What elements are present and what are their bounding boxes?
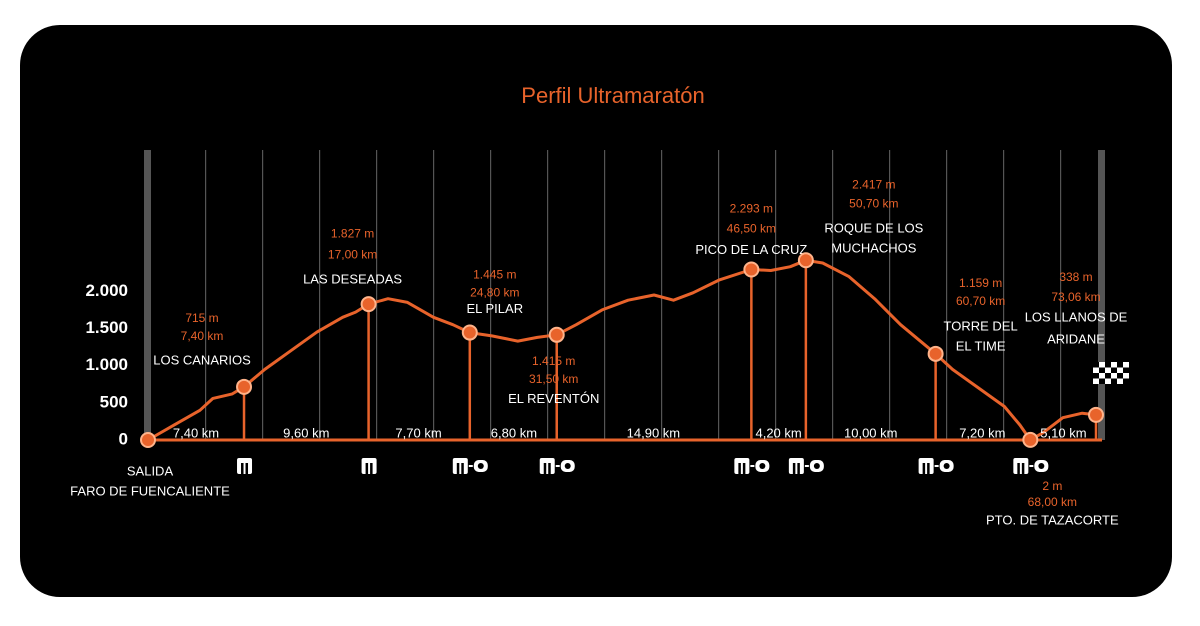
right-bar bbox=[1098, 150, 1105, 440]
segment-label: 5,10 km bbox=[1040, 425, 1086, 440]
waypoint-elevation-label: 2.417 m bbox=[852, 177, 895, 191]
segment-label: 4,20 km bbox=[755, 425, 801, 440]
segment-label: 6,80 km bbox=[491, 425, 537, 440]
waypoint-elevation-label: 1.445 m bbox=[473, 268, 516, 282]
waypoint-marker bbox=[548, 326, 565, 343]
chart-title: Perfil Ultramaratón bbox=[521, 83, 704, 108]
segment-label: 7,20 km bbox=[959, 425, 1005, 440]
waypoint-km-label: 50,70 km bbox=[849, 196, 898, 210]
waypoint-name: SALIDA bbox=[127, 463, 174, 478]
waypoint-marker bbox=[140, 432, 156, 448]
waypoint-name: MUCHACHOS bbox=[831, 241, 917, 256]
waypoint-elevation-label: 715 m bbox=[185, 311, 218, 325]
waypoint-name: PTO. DE TAZACORTE bbox=[986, 512, 1119, 527]
waypoint-name: ROQUE DE LOS bbox=[824, 221, 923, 236]
waypoint-km-label: 7,40 km bbox=[181, 329, 224, 343]
y-tick-label: 2.000 bbox=[85, 281, 128, 300]
waypoint-icon bbox=[237, 458, 253, 474]
waypoint-icon bbox=[361, 458, 377, 474]
grid-pattern bbox=[148, 150, 1100, 440]
waypoint-name: TORRE DEL bbox=[944, 318, 1018, 333]
waypoint-marker bbox=[927, 345, 944, 362]
segment-label: 9,60 km bbox=[283, 425, 329, 440]
waypoint-icon bbox=[1013, 458, 1049, 474]
waypoint-icon bbox=[734, 458, 770, 474]
waypoint-km-label: 60,70 km bbox=[956, 294, 1005, 308]
waypoint-elevation-label: 2.293 m bbox=[730, 202, 773, 216]
waypoint-elevation-label: 2 m bbox=[1042, 479, 1062, 493]
waypoint-name: FARO DE FUENCALIENTE bbox=[70, 483, 230, 498]
waypoint-name: LOS CANARIOS bbox=[153, 352, 251, 367]
waypoint-km-label: 24,80 km bbox=[470, 286, 519, 300]
waypoint-icon bbox=[918, 458, 954, 474]
waypoint-name: PICO DE LA CRUZ bbox=[695, 242, 807, 257]
waypoint-name: LOS LLANOS DE bbox=[1025, 309, 1128, 324]
waypoint-icon bbox=[788, 458, 824, 474]
waypoint-name: LAS DESEADAS bbox=[303, 272, 402, 287]
waypoint-marker bbox=[360, 296, 377, 313]
waypoint-marker bbox=[797, 252, 814, 269]
waypoint-name: ARIDANE bbox=[1047, 331, 1105, 346]
waypoint-marker bbox=[1022, 431, 1039, 448]
waypoint-elevation-label: 1.415 m bbox=[532, 354, 575, 368]
waypoint-name: EL TIME bbox=[956, 338, 1006, 353]
waypoint-name: EL PILAR bbox=[466, 301, 523, 316]
waypoint-marker bbox=[1088, 406, 1104, 423]
y-tick-label: 1.500 bbox=[85, 318, 128, 337]
profile-line bbox=[147, 258, 1097, 442]
y-tick-label: 0 bbox=[119, 429, 128, 448]
y-tick-label: 500 bbox=[100, 392, 128, 411]
waypoint-km-label: 17,00 km bbox=[328, 247, 377, 261]
waypoint-elevation-label: 1.159 m bbox=[959, 276, 1002, 290]
left-bar bbox=[144, 150, 151, 440]
waypoint-km-label: 68,00 km bbox=[1028, 495, 1077, 509]
waypoint-marker bbox=[236, 378, 253, 395]
waypoint-elevation-label: 338 m bbox=[1059, 270, 1092, 284]
waypoint-icon bbox=[539, 458, 575, 474]
waypoint-km-label: 46,50 km bbox=[727, 222, 776, 236]
segment-label: 7,70 km bbox=[395, 425, 441, 440]
finish-flag bbox=[1093, 362, 1129, 384]
waypoint-name: EL REVENTÓN bbox=[508, 391, 599, 406]
segment-label: 10,00 km bbox=[844, 425, 897, 440]
waypoint-marker bbox=[461, 324, 478, 341]
waypoint-km-label: 73,06 km bbox=[1051, 290, 1100, 304]
waypoint-km-label: 31,50 km bbox=[529, 372, 578, 386]
segment-label: 7,40 km bbox=[173, 425, 219, 440]
segment-label: 14,90 km bbox=[627, 425, 680, 440]
waypoint-marker bbox=[743, 261, 760, 278]
y-tick-label: 1.000 bbox=[85, 355, 128, 374]
waypoint-icon bbox=[452, 458, 488, 474]
waypoint-elevation-label: 1.827 m bbox=[331, 226, 374, 240]
